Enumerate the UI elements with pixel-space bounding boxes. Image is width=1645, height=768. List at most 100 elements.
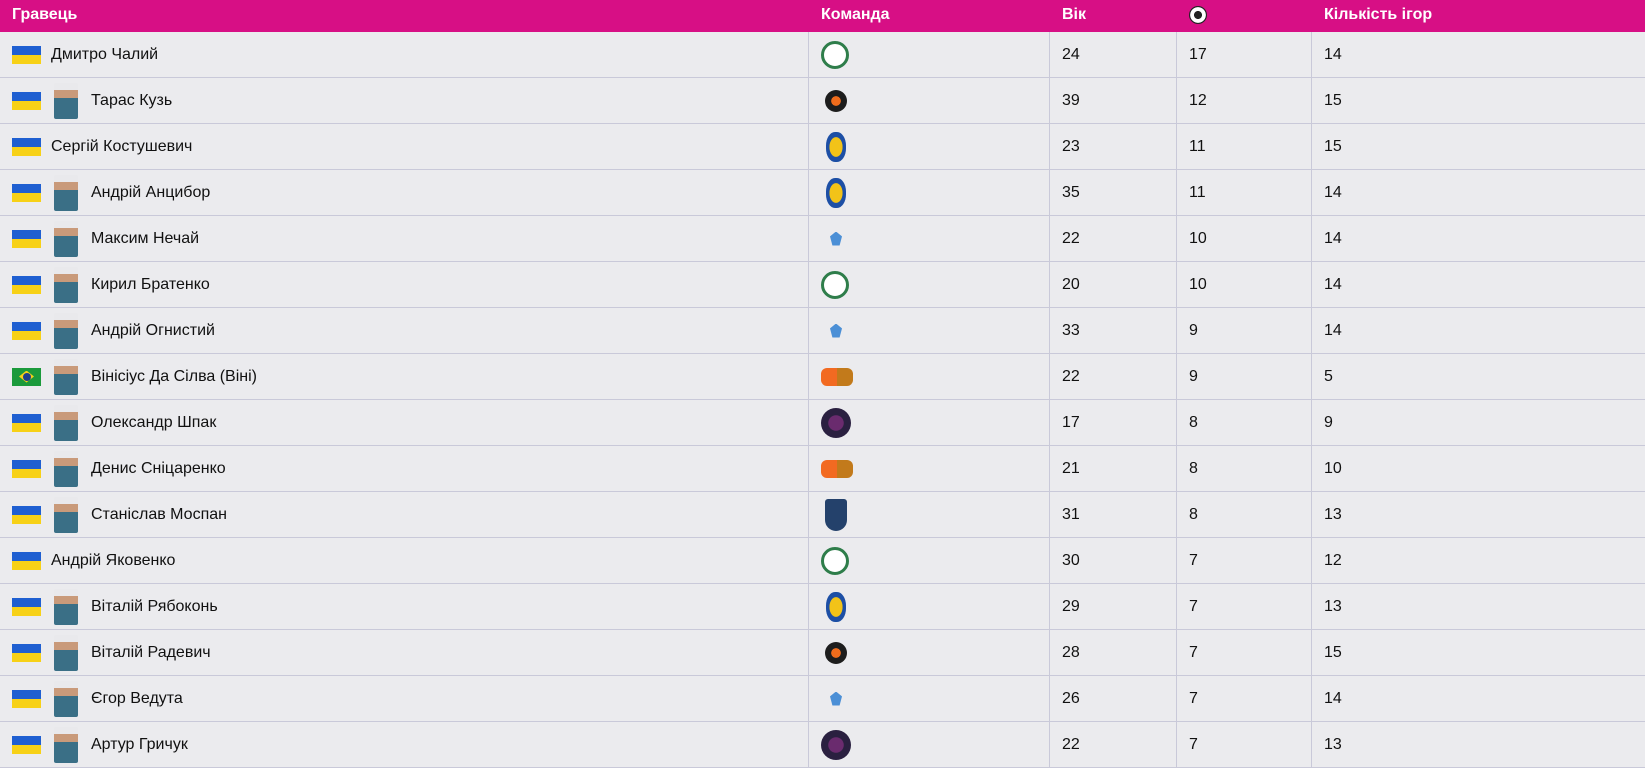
player-cell: Вінісіус Да Сілва (Віні) xyxy=(0,354,809,399)
table-row: Максим Нечай 22 10 14 xyxy=(0,216,1645,262)
table-row: Дмитро Чалий 24 17 14 xyxy=(0,32,1645,78)
age-cell: 33 xyxy=(1050,308,1177,353)
player-cell: Максим Нечай xyxy=(0,216,809,261)
flag-icon xyxy=(12,229,41,248)
goals-cell: 9 xyxy=(1177,354,1312,399)
table-row: Андрій Яковенко 30 7 12 xyxy=(0,538,1645,584)
player-name: Максим Нечай xyxy=(91,229,200,247)
team-logo xyxy=(821,459,853,478)
games-cell: 14 xyxy=(1324,689,1342,707)
player-photo xyxy=(54,634,78,671)
player-photo xyxy=(54,450,78,487)
games-cell: 10 xyxy=(1324,459,1342,477)
flag-icon xyxy=(12,367,41,386)
goals-cell: 7 xyxy=(1177,676,1312,721)
table-row: Віталій Радевич 28 7 15 xyxy=(0,630,1645,676)
age-cell: 22 xyxy=(1050,216,1177,261)
age-cell: 22 xyxy=(1050,722,1177,767)
player-name: Андрій Яковенко xyxy=(51,551,176,569)
flag-icon xyxy=(12,413,41,432)
goals-cell: 7 xyxy=(1177,584,1312,629)
goals-cell: 7 xyxy=(1177,630,1312,675)
player-cell: Кирил Братенко xyxy=(0,262,809,307)
goals-cell: 12 xyxy=(1177,78,1312,123)
age-cell: 31 xyxy=(1050,492,1177,537)
age-cell: 22 xyxy=(1050,354,1177,399)
games-cell: 9 xyxy=(1324,413,1333,431)
team-logo xyxy=(825,89,847,112)
team-cell xyxy=(809,676,1050,721)
player-cell: Віталій Радевич xyxy=(0,630,809,675)
games-cell: 13 xyxy=(1324,735,1342,753)
team-logo xyxy=(821,270,849,299)
age-cell: 35 xyxy=(1050,170,1177,215)
player-cell: Олександр Шпак xyxy=(0,400,809,445)
flag-icon xyxy=(12,505,41,524)
player-name: Артур Гричук xyxy=(91,735,188,753)
player-photo xyxy=(54,588,78,625)
team-logo xyxy=(821,407,851,438)
flag-icon xyxy=(12,459,41,478)
team-logo xyxy=(825,641,847,664)
flag-icon xyxy=(12,643,41,662)
team-cell xyxy=(809,170,1050,215)
goals-icon xyxy=(1189,6,1207,24)
player-name: Віталій Рябоконь xyxy=(91,597,218,615)
age-cell: 20 xyxy=(1050,262,1177,307)
player-cell: Артур Гричук xyxy=(0,722,809,767)
games-cell: 14 xyxy=(1324,275,1342,293)
header-cell: Гравець xyxy=(12,6,78,23)
team-logo xyxy=(825,498,847,531)
header-cell: Вік xyxy=(1062,6,1087,23)
team-logo xyxy=(821,367,853,386)
player-photo xyxy=(54,404,78,441)
goals-cell: 9 xyxy=(1177,308,1312,353)
team-cell xyxy=(809,538,1050,583)
player-name: Дмитро Чалий xyxy=(51,45,159,63)
team-cell xyxy=(809,262,1050,307)
player-name: Тарас Кузь xyxy=(91,91,173,109)
goals-cell: 7 xyxy=(1177,538,1312,583)
age-cell: 24 xyxy=(1050,32,1177,77)
player-cell: Андрій Огнистий xyxy=(0,308,809,353)
flag-icon xyxy=(12,45,41,64)
team-cell xyxy=(809,308,1050,353)
player-photo xyxy=(54,174,78,211)
games-cell: 14 xyxy=(1324,229,1342,247)
team-cell xyxy=(809,400,1050,445)
player-photo xyxy=(54,220,78,257)
player-cell: Станіслав Моспан xyxy=(0,492,809,537)
goals-cell: 17 xyxy=(1177,32,1312,77)
games-cell: 15 xyxy=(1324,643,1342,661)
player-cell: Тарас Кузь xyxy=(0,78,809,123)
team-cell xyxy=(809,446,1050,491)
goals-cell: 11 xyxy=(1177,170,1312,215)
table-row: Вінісіус Да Сілва (Віні) 22 9 5 xyxy=(0,354,1645,400)
table-row: Андрій Огнистий 33 9 14 xyxy=(0,308,1645,354)
flag-icon xyxy=(12,275,41,294)
player-name: Олександр Шпак xyxy=(91,413,217,431)
player-photo xyxy=(54,726,78,763)
player-cell: Сергій Костушевич xyxy=(0,124,809,169)
player-name: Денис Сніцаренко xyxy=(91,459,226,477)
flag-icon xyxy=(12,91,41,110)
goals-cell: 11 xyxy=(1177,124,1312,169)
player-name: Сергій Костушевич xyxy=(51,137,193,155)
team-cell xyxy=(809,32,1050,77)
team-cell xyxy=(809,722,1050,767)
flag-icon xyxy=(12,137,41,156)
team-logo xyxy=(821,729,851,760)
goals-cell: 7 xyxy=(1177,722,1312,767)
flag-icon xyxy=(12,551,41,570)
player-photo xyxy=(54,82,78,119)
age-cell: 21 xyxy=(1050,446,1177,491)
team-logo xyxy=(830,323,842,338)
team-logo xyxy=(821,546,849,575)
player-name: Андрій Огнистий xyxy=(91,321,215,339)
goals-cell: 8 xyxy=(1177,400,1312,445)
header-cell xyxy=(1177,0,1312,32)
flag-icon xyxy=(12,735,41,754)
team-cell xyxy=(809,124,1050,169)
player-name: Єгор Ведута xyxy=(91,689,183,707)
